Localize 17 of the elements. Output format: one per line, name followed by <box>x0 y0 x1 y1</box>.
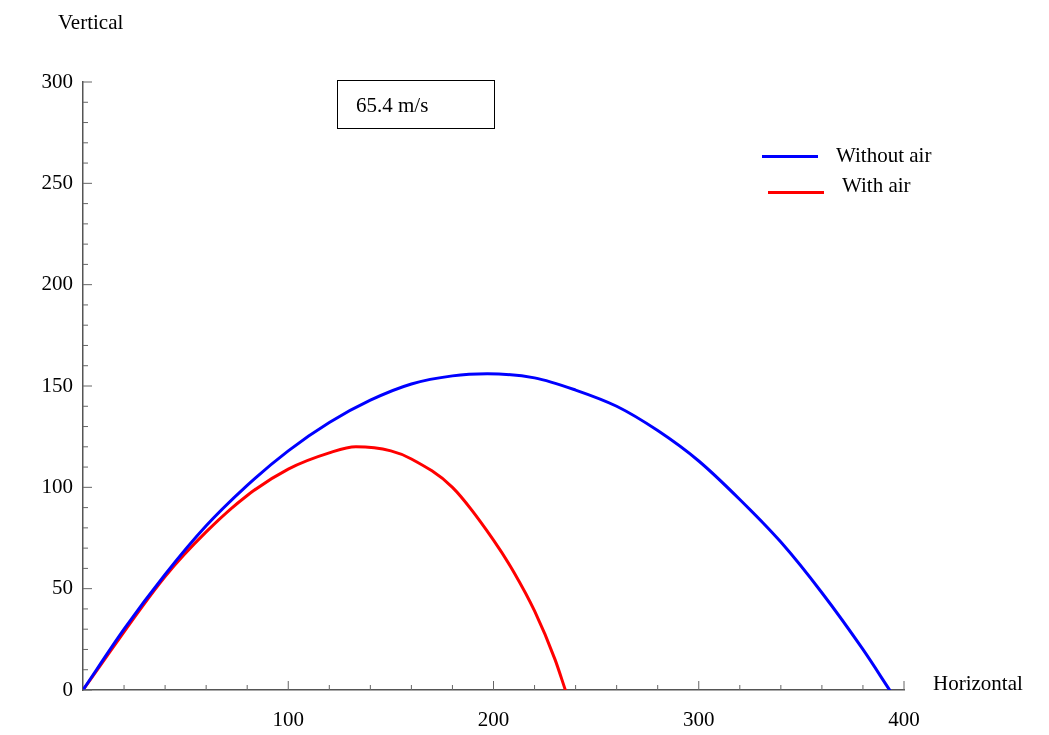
x-tick-label: 200 <box>477 707 510 732</box>
legend-label: Without air <box>836 143 932 168</box>
legend-label: With air <box>842 173 911 198</box>
x-tick-label: 100 <box>272 707 304 732</box>
y-tick-label: 150 <box>41 372 73 397</box>
x-axis-title: Horizontal <box>933 671 1023 696</box>
x-tick-label: 300 <box>683 707 715 732</box>
y-tick-label: 200 <box>41 271 73 296</box>
y-tick-label: 50 <box>52 575 73 600</box>
y-tick-label: 100 <box>41 473 73 498</box>
y-tick-label: 250 <box>41 169 73 194</box>
y-tick-label: 0 <box>62 676 73 701</box>
annotation: 65.4 m/s <box>337 80 495 129</box>
line-series <box>83 372 892 690</box>
x-tick-label: 400 <box>888 707 920 732</box>
y-axis-title: Vertical <box>58 10 124 35</box>
y-tick-label: 300 <box>41 68 73 93</box>
